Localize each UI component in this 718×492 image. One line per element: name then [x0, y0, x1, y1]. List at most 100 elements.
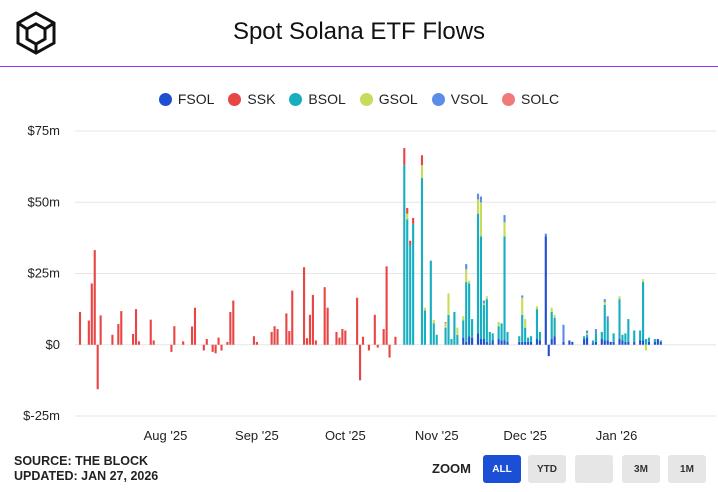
bar-ssk	[117, 323, 120, 345]
y-tick-label: $25m	[27, 266, 60, 281]
bar-ssk	[190, 326, 194, 345]
bar-ssk	[338, 337, 341, 345]
bar-ssk	[211, 344, 214, 352]
source-block: SOURCE: THE BLOCK UPDATED: JAN 27, 2026	[14, 454, 158, 484]
bar-ssk	[359, 344, 362, 381]
zoom-1m-button[interactable]: 1M	[668, 455, 706, 483]
bar-ssk	[134, 309, 138, 345]
bar-ssk	[111, 334, 114, 345]
bar-gsol	[521, 297, 524, 315]
bar-ssk	[308, 314, 312, 345]
bar-bsol	[450, 339, 453, 345]
bar-fsol	[476, 333, 480, 345]
bar-ssk	[326, 307, 329, 345]
legend-dot-vsol	[431, 92, 445, 106]
zoom-ytd-button[interactable]: YTD	[528, 455, 566, 483]
bar-gsol	[476, 199, 480, 214]
bar-gsol	[468, 280, 471, 284]
bar-bsol	[420, 178, 424, 345]
bar-fsol	[627, 341, 630, 345]
bar-gsol	[497, 321, 500, 327]
bar-fsol	[491, 340, 494, 345]
bar-bsol	[482, 304, 485, 340]
bar-vsol	[594, 329, 597, 334]
bar-ssk	[314, 340, 317, 345]
bar-fsol	[462, 337, 465, 345]
bar-bsol	[612, 333, 615, 342]
bar-gsol	[642, 279, 645, 283]
bar-bsol	[606, 320, 609, 341]
bar-bsol	[423, 310, 426, 345]
bar-ssk	[273, 326, 276, 345]
y-tick-label: $-25m	[23, 408, 60, 423]
bar-ssk	[202, 344, 205, 351]
bar-bsol	[633, 330, 636, 342]
bar-gsol	[465, 269, 468, 283]
bar-vsol	[503, 215, 506, 223]
bar-fsol	[524, 341, 527, 345]
bar-bsol	[594, 333, 597, 342]
legend-item-solc[interactable]: SOLC	[502, 91, 559, 107]
zoom-3m-button[interactable]: 3M	[622, 455, 660, 483]
zoom-blank-button[interactable]	[575, 455, 613, 483]
legend-item-gsol[interactable]: GSOL	[359, 91, 418, 107]
y-tick-label: $0	[46, 337, 60, 352]
bar-fsol	[653, 341, 656, 345]
bar-fsol	[591, 343, 595, 345]
bar-fsol	[647, 341, 651, 345]
bar-fsol	[594, 341, 597, 345]
bar-bsol	[462, 320, 465, 338]
bar-ssk	[152, 340, 155, 345]
bar-fsol	[609, 341, 612, 345]
bar-ssk	[276, 329, 279, 345]
bar-ssk	[137, 341, 141, 345]
bar-ssk	[305, 338, 309, 345]
bar-bsol	[524, 327, 527, 342]
bar-fsol	[624, 341, 627, 345]
bar-fsol	[538, 340, 541, 345]
legend-item-bsol[interactable]: BSOL	[289, 91, 346, 107]
bar-bsol	[627, 319, 630, 342]
bar-ssk	[385, 266, 388, 345]
flows-chart: $-25m $0 $25m $50m $75m Aug '25 Sep '25 Oct '25…	[23, 123, 716, 443]
bar-fsol	[586, 337, 589, 345]
x-tick-label: Jan '26	[596, 428, 638, 443]
bar-fsol	[518, 341, 521, 345]
bar-ssk	[93, 250, 96, 345]
bar-gsol	[603, 302, 606, 305]
legend-item-fsol[interactable]: FSOL	[158, 91, 214, 107]
zoom-label: ZOOM	[432, 461, 471, 476]
bar-fsol	[468, 336, 471, 345]
legend-label-solc: SOLC	[521, 91, 560, 107]
bar-fsol	[656, 339, 659, 345]
legend-label-bsol: BSOL	[308, 91, 346, 107]
y-tick-label: $75m	[27, 123, 60, 138]
bar-bsol	[535, 309, 539, 340]
bar-bsol	[618, 299, 621, 340]
legend-dot-fsol	[158, 92, 172, 106]
bar-fsol	[503, 340, 506, 345]
bar-gsol	[423, 307, 426, 311]
bar-gsol	[586, 333, 589, 335]
bar-ssk	[120, 311, 123, 345]
bar-gsol	[535, 306, 539, 310]
bar-bsol	[591, 340, 595, 344]
legend-item-ssk[interactable]: SSK	[228, 91, 275, 107]
title-divider	[0, 66, 718, 67]
bar-bsol	[521, 314, 524, 342]
bar-ssk	[412, 217, 415, 224]
bar-fsol	[521, 341, 524, 345]
legend-item-vsol[interactable]: VSOL	[431, 91, 489, 107]
bar-ssk	[99, 315, 102, 345]
bar-vsol	[476, 193, 480, 200]
legend-label-vsol: VSOL	[450, 91, 489, 107]
bar-fsol	[550, 339, 553, 345]
bar-ssk	[373, 314, 376, 345]
bar-gsol	[485, 296, 488, 300]
bar-bsol	[647, 337, 651, 342]
zoom-all-button[interactable]: ALL	[483, 455, 521, 483]
bar-bsol	[476, 213, 480, 334]
legend-dot-bsol	[289, 92, 303, 106]
bar-fsol	[530, 341, 533, 345]
bar-ssk	[285, 313, 288, 345]
